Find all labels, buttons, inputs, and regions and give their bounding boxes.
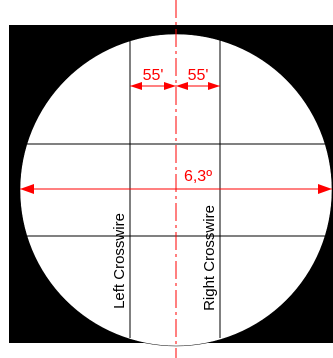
arrowhead-icon bbox=[130, 82, 142, 90]
arrowhead-icon bbox=[20, 184, 34, 194]
right-crosswire-label: Right Crosswire bbox=[201, 205, 218, 311]
arrowhead-icon bbox=[208, 82, 220, 90]
right-spacing-label: 55' bbox=[188, 67, 209, 84]
spacing-dimension bbox=[130, 82, 220, 90]
left-crosswire-label: Left Crosswire bbox=[111, 213, 128, 309]
arrowhead-icon bbox=[318, 184, 332, 194]
arrowhead-icon bbox=[164, 82, 176, 90]
arrowhead-icon bbox=[176, 82, 188, 90]
field-of-view-dimension bbox=[20, 184, 332, 194]
eyepiece-mask bbox=[9, 25, 333, 343]
left-spacing-label: 55' bbox=[143, 67, 164, 84]
field-of-view-label: 6,3º bbox=[184, 168, 212, 185]
